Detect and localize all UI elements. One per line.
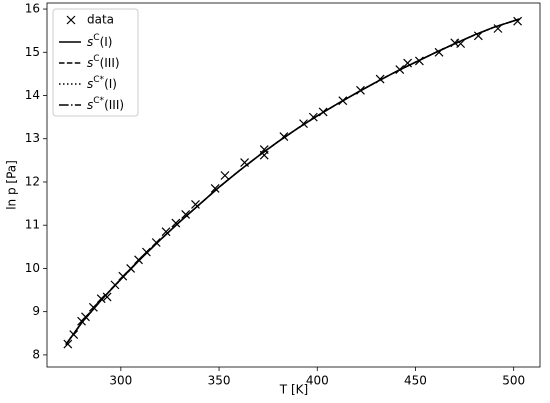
data-marker	[220, 171, 230, 180]
data-marker	[181, 209, 191, 219]
data-marker	[96, 294, 106, 304]
data-marker	[356, 85, 365, 95]
data-marker	[161, 227, 171, 237]
data-marker	[102, 292, 112, 302]
x-tick-label: 500	[502, 374, 525, 388]
data-marker	[240, 158, 250, 167]
data-marker	[118, 271, 128, 281]
legend-label-sup: C	[93, 54, 99, 64]
y-tick-label: 12	[25, 174, 40, 188]
y-tick-label: 11	[25, 218, 40, 232]
legend-label-rest: (III)	[100, 56, 120, 70]
legend-label-rest: (III)	[104, 98, 124, 112]
legend-label-sup: C*	[93, 96, 104, 106]
plot-frame	[46, 2, 541, 368]
legend-label-sup: C	[93, 33, 99, 43]
data-marker	[403, 58, 413, 68]
data-marker	[151, 238, 161, 247]
data-marker	[318, 107, 328, 117]
x-tick-label: 400	[306, 374, 329, 388]
data-marker	[126, 264, 136, 273]
data-marker	[88, 302, 98, 312]
legend-box	[52, 8, 139, 117]
data-marker	[66, 15, 76, 25]
data-marker	[63, 339, 73, 349]
data-marker	[414, 56, 424, 66]
legend-label-base: s	[87, 98, 93, 112]
x-tick-label: 350	[208, 374, 231, 388]
x-axis-label: T [K]	[279, 383, 308, 397]
data-marker	[299, 119, 308, 129]
data-marker	[338, 96, 348, 106]
legend-label: sC(I)	[87, 33, 112, 49]
legend-label-rest: (I)	[104, 77, 117, 91]
data-marker	[171, 218, 181, 228]
data-marker	[513, 16, 523, 26]
legend-label-rest: (I)	[100, 35, 113, 49]
data-marker	[279, 132, 289, 142]
legend-label-base: s	[87, 77, 93, 91]
y-tick-label: 13	[25, 131, 40, 145]
data-marker	[375, 74, 385, 84]
y-tick-label: 16	[25, 2, 40, 16]
y-tick-label: 10	[25, 261, 40, 275]
data-marker	[259, 150, 269, 160]
data-marker	[191, 200, 200, 209]
legend-label: sC*(I)	[87, 75, 117, 91]
data-marker	[69, 330, 79, 340]
data-marker	[110, 280, 120, 290]
legend-label-base: s	[87, 56, 93, 70]
legend-label: data	[87, 13, 114, 27]
legend-label-sup: C*	[93, 75, 104, 85]
legend-label: sC(III)	[87, 54, 120, 70]
x-tick-label: 450	[404, 374, 427, 388]
data-marker	[473, 31, 483, 41]
data-marker	[141, 247, 151, 257]
data-marker	[493, 24, 503, 33]
x-tick-label: 300	[109, 374, 132, 388]
legend-label-base: s	[87, 35, 93, 49]
legend-label: sC*(III)	[87, 96, 124, 112]
line	[65, 18, 520, 345]
data-marker	[308, 112, 318, 122]
y-axis-label: ln p [Pa]	[5, 160, 19, 210]
y-tick-label: 15	[25, 45, 40, 59]
data-marker	[395, 65, 405, 74]
y-tick-label: 9	[32, 304, 40, 318]
data-marker	[456, 39, 466, 49]
data-marker	[210, 184, 220, 193]
data-marker	[434, 47, 444, 57]
y-tick-label: 8	[32, 347, 40, 361]
data-marker	[81, 312, 90, 322]
y-tick-label: 14	[25, 88, 40, 102]
data-marker	[134, 255, 143, 265]
